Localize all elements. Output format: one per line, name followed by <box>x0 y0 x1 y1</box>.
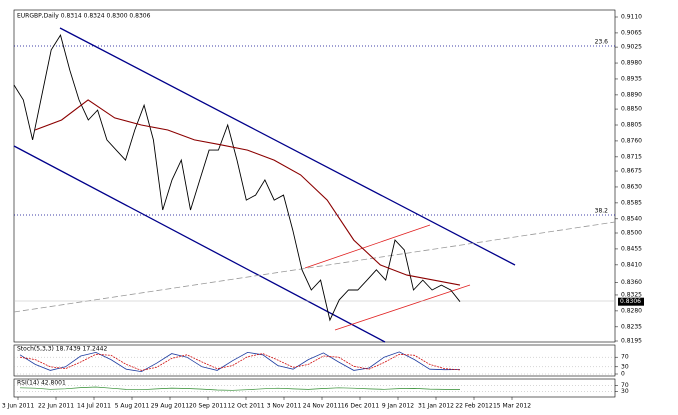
x-tick-label: 9 Jan 2012 <box>382 403 414 410</box>
x-tick-label: 29 Aug 2011 <box>151 403 190 410</box>
x-tick-label: 24 Nov 2011 <box>303 403 342 410</box>
y-tick-label: 0.8585 <box>621 199 642 206</box>
stoch-panel <box>13 344 616 377</box>
channel-upper <box>59 27 516 266</box>
y-tick-label: 0.9110 <box>621 14 642 21</box>
series-line <box>19 353 461 371</box>
chart-title: EURGBP,Daily 0.8314 0.8324 0.8300 0.8306 <box>17 13 151 20</box>
y-tick-label: 0.8540 <box>621 215 642 222</box>
y-tick-label: 0.8850 <box>621 106 642 113</box>
last-price-label: 0.8306 <box>620 298 641 305</box>
y-tick-label: 0.8805 <box>621 122 642 129</box>
y-tick-label: 0.8360 <box>621 279 642 286</box>
main-panel <box>13 9 616 343</box>
series-line <box>19 351 461 373</box>
trend-line <box>13 221 616 313</box>
y-tick-label: 0.8760 <box>621 137 642 144</box>
series-line <box>34 99 461 286</box>
last-price-box <box>618 297 644 306</box>
y-tick-label: 70 <box>621 354 629 361</box>
y-tick-label: 0.8455 <box>621 245 642 252</box>
fib-label: 23.6 <box>595 39 609 46</box>
x-tick-label: 22 Feb 2012 <box>455 403 493 410</box>
y-tick-label: 0.8980 <box>621 60 642 67</box>
y-tick-label: 0.8630 <box>621 183 642 190</box>
y-tick-label: 0.8675 <box>621 168 642 175</box>
x-tick-label: 22 Jun 2011 <box>38 403 74 410</box>
y-tick-label: 0.8195 <box>621 338 642 345</box>
x-tick-label: 12 Oct 2011 <box>227 403 264 410</box>
y-tick-label: 30 <box>621 363 629 370</box>
rsi-title: RSI(14) 42.8001 <box>17 380 66 387</box>
channel-inner-upper <box>304 224 431 269</box>
y-tick-label: 70 <box>621 382 629 389</box>
x-tick-label: 5 Aug 2011 <box>115 403 150 410</box>
x-tick-label: 3 Jun 2011 <box>2 403 34 410</box>
channel-lower <box>13 145 386 343</box>
x-tick-label: 14 Jul 2011 <box>77 403 111 410</box>
x-tick-label: 16 Dec 2011 <box>341 403 380 410</box>
y-tick-label: 0.8890 <box>621 91 642 98</box>
y-tick-label: 0.8500 <box>621 230 642 237</box>
x-tick-label: 3 Nov 2011 <box>267 403 302 410</box>
y-tick-label: 0.8280 <box>621 307 642 314</box>
y-tick-label: 0 <box>621 371 625 378</box>
rsi-panel <box>13 378 616 398</box>
y-tick-label: 0.8935 <box>621 75 642 82</box>
x-tick-label: 31 Jan 2012 <box>418 403 454 410</box>
y-tick-label: 30 <box>621 388 629 395</box>
y-tick-label: 0.8715 <box>621 153 642 160</box>
x-tick-label: 20 Sep 2011 <box>189 403 227 410</box>
y-tick-label: 0.8325 <box>621 291 642 298</box>
channel-inner-lower <box>334 284 471 331</box>
stoch-title: Stoch(5,3,3) 18.7439 17.2442 <box>17 346 108 353</box>
series-line <box>13 33 461 322</box>
series-line <box>19 386 461 391</box>
y-tick-label: 0.8235 <box>621 323 642 330</box>
y-tick-label: 0.9025 <box>621 44 642 51</box>
y-tick-label: 0.8410 <box>621 261 642 268</box>
x-tick-label: 15 Mar 2012 <box>493 403 531 410</box>
fib-label: 38.2 <box>595 208 609 215</box>
y-tick-label: 0.9065 <box>621 29 642 36</box>
